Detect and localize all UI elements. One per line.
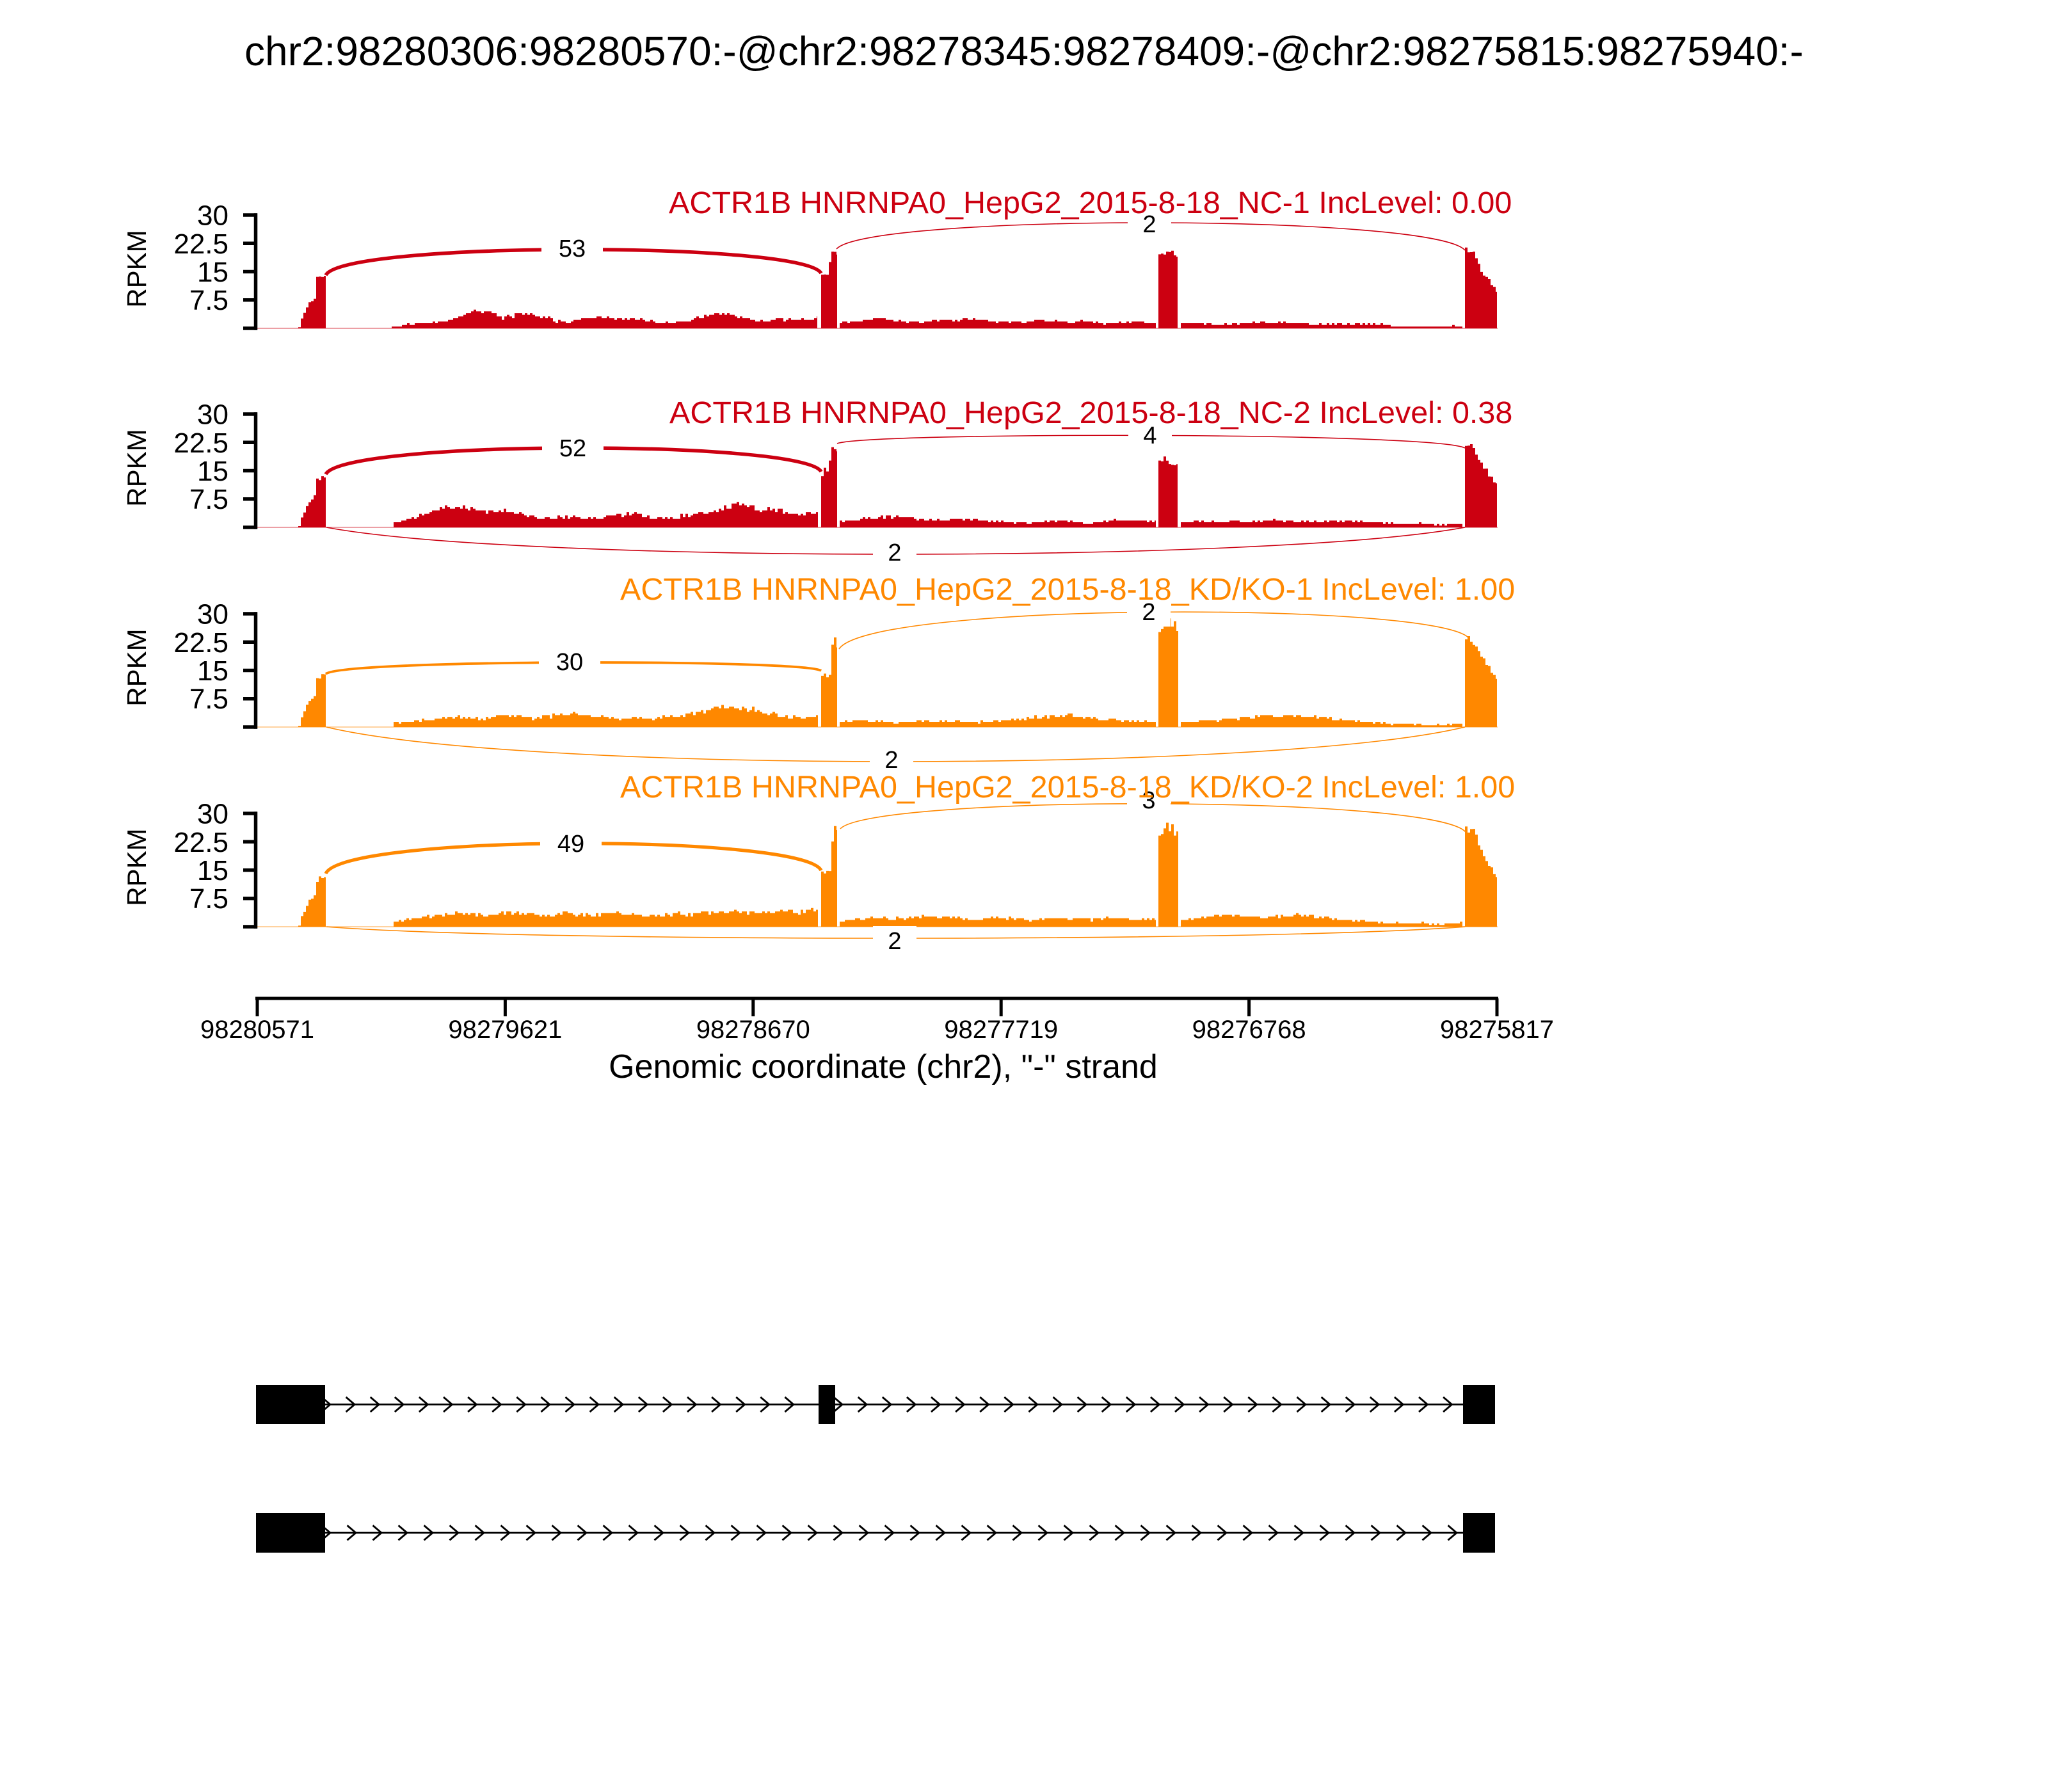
svg-text:22.5: 22.5 [173, 827, 228, 858]
svg-text:30: 30 [197, 399, 228, 431]
svg-text:98278670: 98278670 [696, 1016, 810, 1044]
svg-text:49: 49 [557, 831, 584, 858]
svg-text:30: 30 [556, 649, 583, 676]
svg-text:2: 2 [888, 928, 901, 955]
svg-text:30: 30 [197, 200, 228, 232]
svg-text:15: 15 [197, 456, 228, 487]
svg-text:98277719: 98277719 [944, 1016, 1058, 1044]
svg-text:2: 2 [884, 747, 898, 774]
svg-text:98280571: 98280571 [200, 1016, 314, 1044]
svg-text:98275817: 98275817 [1440, 1016, 1554, 1044]
svg-text:7.5: 7.5 [189, 285, 228, 316]
svg-text:98276768: 98276768 [1192, 1016, 1306, 1044]
svg-text:RPKM: RPKM [122, 230, 152, 307]
svg-text:4: 4 [1143, 422, 1156, 449]
svg-text:7.5: 7.5 [189, 684, 228, 715]
svg-text:30: 30 [197, 799, 228, 830]
svg-text:52: 52 [559, 435, 586, 462]
svg-text:Genomic coordinate (chr2), "-": Genomic coordinate (chr2), "-" strand [609, 1048, 1158, 1085]
svg-text:chr2:98280306:98280570:-@chr2:: chr2:98280306:98280570:-@chr2:98278345:9… [244, 28, 1804, 74]
svg-text:22.5: 22.5 [173, 228, 228, 260]
svg-text:98279621: 98279621 [448, 1016, 562, 1044]
svg-text:3: 3 [1142, 787, 1155, 814]
svg-text:53: 53 [559, 236, 586, 262]
svg-text:15: 15 [197, 655, 228, 687]
svg-text:ACTR1B HNRNPA0_HepG2_2015-8-18: ACTR1B HNRNPA0_HepG2_2015-8-18_KD/KO-1 I… [620, 572, 1515, 607]
svg-text:ACTR1B HNRNPA0_HepG2_2015-8-18: ACTR1B HNRNPA0_HepG2_2015-8-18_NC-2 IncL… [669, 396, 1512, 430]
svg-text:RPKM: RPKM [122, 628, 152, 706]
svg-text:ACTR1B HNRNPA0_HepG2_2015-8-18: ACTR1B HNRNPA0_HepG2_2015-8-18_NC-1 IncL… [669, 186, 1512, 220]
svg-text:22.5: 22.5 [173, 627, 228, 659]
svg-text:RPKM: RPKM [122, 828, 152, 906]
svg-text:2: 2 [888, 540, 901, 566]
svg-text:22.5: 22.5 [173, 428, 228, 459]
svg-text:2: 2 [1142, 211, 1156, 238]
svg-text:7.5: 7.5 [189, 484, 228, 515]
svg-text:RPKM: RPKM [122, 429, 152, 506]
svg-text:ACTR1B HNRNPA0_HepG2_2015-8-18: ACTR1B HNRNPA0_HepG2_2015-8-18_KD/KO-2 I… [620, 770, 1515, 804]
svg-text:7.5: 7.5 [189, 883, 228, 915]
svg-text:2: 2 [1142, 599, 1155, 626]
svg-text:15: 15 [197, 855, 228, 886]
svg-text:30: 30 [197, 599, 228, 630]
svg-text:15: 15 [197, 257, 228, 288]
